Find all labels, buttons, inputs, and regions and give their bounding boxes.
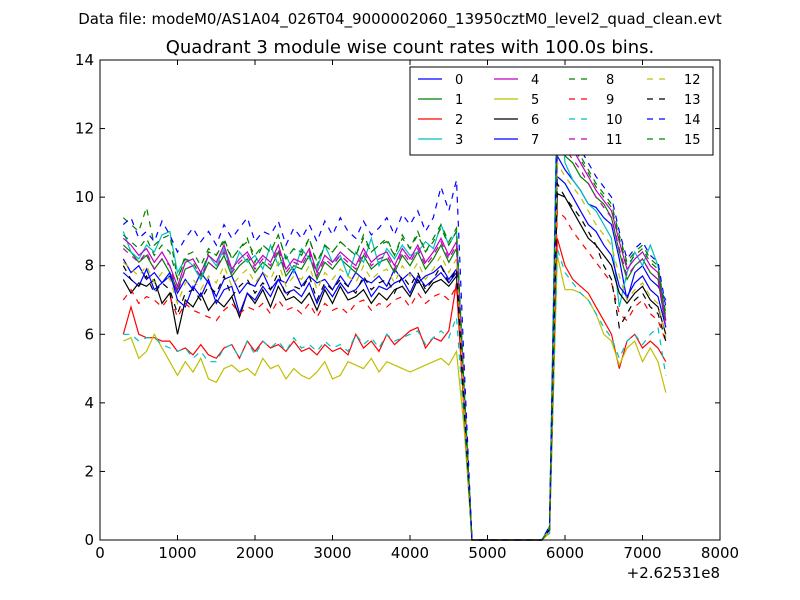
x-tick-label: 4000 (391, 544, 429, 562)
series-line-4 (122, 126, 667, 541)
x-tick-label: 8000 (701, 544, 739, 562)
legend-box (409, 66, 714, 156)
legend-label: 7 (531, 133, 539, 148)
x-offset-label: +2.62531e8 (627, 564, 720, 582)
series-layer (122, 77, 667, 541)
x-tick-label: 3000 (313, 544, 351, 562)
chart-suptitle: Data file: modeM0/AS1A04_026T04_90000020… (78, 10, 722, 29)
x-tick-label: 0 (95, 544, 105, 562)
legend-label: 1 (455, 93, 463, 108)
legend-label: 15 (684, 133, 701, 148)
plot-area: 0 1000 2000 3000 4000 5000 6000 7000 80000246810… (75, 51, 739, 562)
legend-item-8: 8 (569, 73, 614, 88)
series-line-7 (122, 175, 667, 541)
series-line-8 (122, 112, 667, 541)
legend-item-7: 7 (494, 133, 539, 148)
legend-item-3: 3 (418, 133, 463, 148)
x-tick-label: 2000 (236, 544, 274, 562)
series-line-3 (122, 77, 667, 541)
legend-item-5: 5 (494, 93, 539, 108)
legend-label: 8 (606, 73, 614, 88)
series-line-15 (122, 119, 667, 541)
legend-label: 3 (455, 133, 463, 148)
y-tick-label: 8 (84, 257, 94, 275)
y-tick-label: 10 (75, 188, 94, 206)
x-tick-label: 7000 (623, 544, 661, 562)
series-line-10 (123, 248, 667, 541)
legend-item-10: 10 (569, 113, 623, 128)
legend-label: 6 (531, 113, 539, 128)
y-tick-label: 2 (84, 462, 94, 480)
x-tick-label: 6000 (546, 544, 584, 562)
legend-item-14: 14 (647, 113, 701, 128)
legend-label: 9 (606, 93, 614, 108)
x-tick-label: 5000 (468, 544, 506, 562)
legend-item-12: 12 (647, 73, 701, 88)
y-tick-label: 6 (84, 325, 94, 343)
legend-label: 2 (455, 113, 463, 128)
legend-item-13: 13 (647, 93, 701, 108)
legend-label: 0 (455, 73, 463, 88)
series-line-11 (122, 133, 667, 541)
legend-label: 14 (684, 113, 701, 128)
legend-label: 12 (684, 73, 701, 88)
legend-item-11: 11 (569, 133, 623, 148)
legend-label: 4 (531, 73, 539, 88)
y-tick-label: 0 (84, 531, 94, 549)
legend-item-1: 1 (418, 93, 463, 108)
legend-item-9: 9 (569, 93, 614, 108)
series-line-0 (122, 153, 667, 541)
y-tick-label: 12 (75, 120, 94, 138)
legend-item-6: 6 (494, 113, 539, 128)
legend-label: 5 (531, 93, 539, 108)
series-line-13 (122, 181, 667, 541)
legend-label: 10 (606, 113, 623, 128)
legend-item-4: 4 (494, 73, 539, 88)
legend-item-0: 0 (418, 73, 463, 88)
legend-item-2: 2 (418, 113, 463, 128)
y-tick-label: 4 (84, 394, 94, 412)
chart-title: Quadrant 3 module wise count rates with … (166, 37, 655, 58)
series-line-5 (123, 255, 667, 541)
ticks-layer: 0 1000 2000 3000 4000 5000 6000 7000 80000246810… (75, 51, 739, 562)
series-line-9 (122, 209, 667, 541)
y-tick-label: 14 (75, 51, 94, 69)
legend-item-15: 15 (647, 133, 701, 148)
series-line-6 (122, 192, 667, 541)
series-line-12 (122, 160, 667, 541)
legend-label: 13 (684, 93, 701, 108)
x-tick-label: 1000 (158, 544, 196, 562)
series-line-2 (122, 238, 667, 541)
legend-label: 11 (606, 133, 623, 148)
